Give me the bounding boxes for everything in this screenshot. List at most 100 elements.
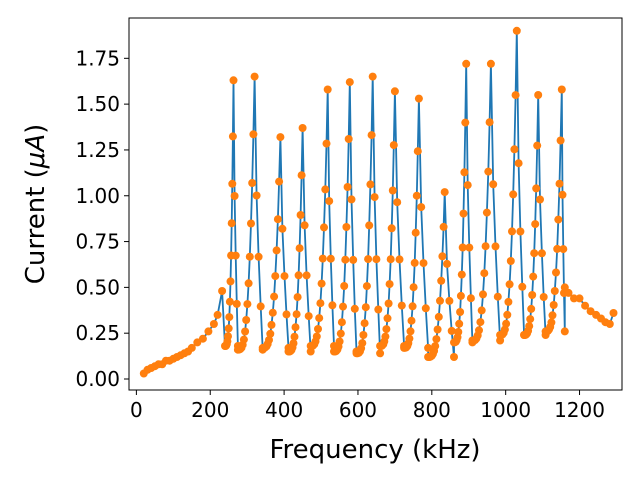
data-point xyxy=(276,133,285,142)
data-point xyxy=(231,251,240,260)
data-point xyxy=(439,222,448,231)
data-point xyxy=(475,326,483,335)
data-point xyxy=(440,188,449,197)
x-tick-label: 600 xyxy=(339,398,377,422)
x-tick-label: 1200 xyxy=(554,398,605,422)
data-point xyxy=(510,145,519,154)
data-point xyxy=(218,287,227,295)
data-point xyxy=(267,320,276,329)
y-tick-label: 1.75 xyxy=(75,46,120,70)
y-tick-label: 1.00 xyxy=(75,184,120,208)
data-point xyxy=(291,323,300,332)
data-point xyxy=(570,294,578,303)
data-point xyxy=(370,193,379,202)
data-point xyxy=(411,228,420,237)
data-point xyxy=(463,181,472,190)
data-point xyxy=(408,302,417,311)
data-point xyxy=(489,180,498,189)
data-point xyxy=(509,190,518,199)
data-point xyxy=(387,224,396,233)
data-point xyxy=(537,249,546,258)
data-point xyxy=(249,130,258,139)
y-tick-label: 0.50 xyxy=(75,275,120,299)
data-point xyxy=(502,319,511,328)
data-point xyxy=(300,221,309,230)
data-point xyxy=(437,276,446,285)
data-point xyxy=(341,255,350,264)
data-point xyxy=(224,332,232,341)
data-point xyxy=(454,328,463,336)
data-point xyxy=(466,294,475,303)
data-point xyxy=(556,136,565,145)
data-point xyxy=(534,91,543,99)
data-point xyxy=(397,301,406,310)
data-point xyxy=(275,177,284,186)
data-point xyxy=(256,302,265,311)
data-point xyxy=(384,299,393,308)
data-point xyxy=(465,243,474,252)
data-point xyxy=(410,258,419,267)
data-point xyxy=(550,287,559,295)
data-point xyxy=(316,299,325,308)
x-tick-label: 0 xyxy=(130,398,143,422)
data-point xyxy=(409,283,418,292)
data-point xyxy=(554,215,563,224)
data-point xyxy=(536,195,544,204)
data-point xyxy=(335,337,344,346)
data-point xyxy=(436,296,444,305)
y-axis-label-suffix: ) xyxy=(21,124,51,134)
data-point xyxy=(318,254,327,263)
data-point xyxy=(559,245,568,254)
data-point xyxy=(244,279,253,288)
data-point xyxy=(293,293,302,302)
data-point xyxy=(361,303,370,312)
data-point xyxy=(605,320,614,328)
data-point xyxy=(292,310,301,319)
data-point xyxy=(482,208,491,217)
data-point xyxy=(553,244,562,253)
data-point xyxy=(322,139,331,148)
data-point xyxy=(390,87,399,96)
data-point xyxy=(345,78,354,87)
data-point xyxy=(456,308,465,316)
data-point xyxy=(486,59,495,68)
data-point xyxy=(228,179,237,188)
data-point xyxy=(447,326,456,335)
data-point xyxy=(417,203,426,212)
data-point xyxy=(350,304,359,313)
data-point xyxy=(581,301,590,310)
data-point xyxy=(393,198,402,207)
data-point xyxy=(529,272,538,281)
data-point xyxy=(297,171,306,180)
data-point xyxy=(532,184,541,193)
data-point xyxy=(247,219,255,228)
data-point xyxy=(518,282,527,291)
data-point xyxy=(358,339,367,348)
data-point xyxy=(560,327,569,336)
data-point xyxy=(250,72,259,81)
data-point xyxy=(385,280,394,289)
data-point xyxy=(506,257,515,265)
data-point xyxy=(295,244,304,253)
data-point xyxy=(325,197,334,206)
data-point xyxy=(504,297,513,306)
data-point xyxy=(564,288,573,297)
data-point xyxy=(549,301,558,309)
data-point xyxy=(443,259,451,268)
data-point xyxy=(266,329,275,338)
data-point xyxy=(530,249,539,258)
data-point xyxy=(302,271,311,280)
data-point xyxy=(458,243,467,252)
data-point xyxy=(508,227,516,236)
data-point xyxy=(480,269,489,278)
data-point xyxy=(526,315,535,324)
data-point xyxy=(462,59,471,68)
data-point xyxy=(349,255,358,264)
data-point xyxy=(477,306,486,315)
data-point xyxy=(414,94,423,103)
data-point xyxy=(455,319,464,328)
data-point xyxy=(328,301,337,310)
data-point xyxy=(304,312,313,321)
data-point xyxy=(337,318,346,327)
data-point xyxy=(413,147,422,156)
